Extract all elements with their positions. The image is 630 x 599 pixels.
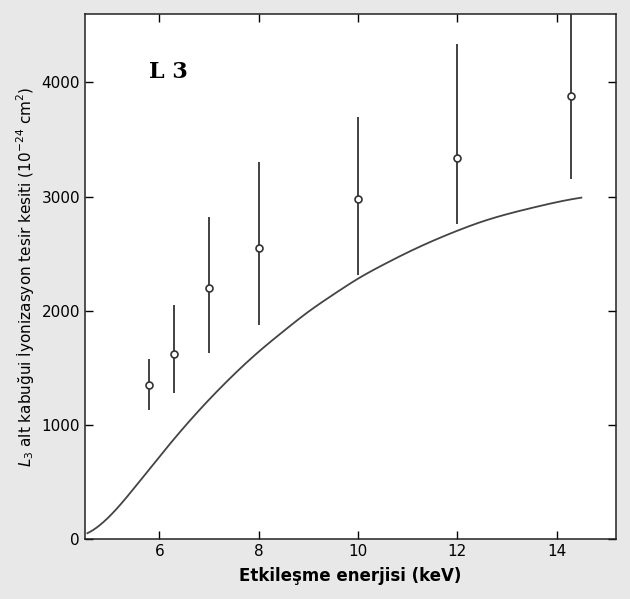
X-axis label: Etkileşme enerjisi (keV): Etkileşme enerjisi (keV) [239,567,462,585]
Text: L 3: L 3 [149,61,187,83]
Y-axis label: $L_3$ alt kabuğui İyonizasyon tesir kesiti ($10^{-24}$ cm$^2$): $L_3$ alt kabuğui İyonizasyon tesir kesi… [14,86,36,467]
